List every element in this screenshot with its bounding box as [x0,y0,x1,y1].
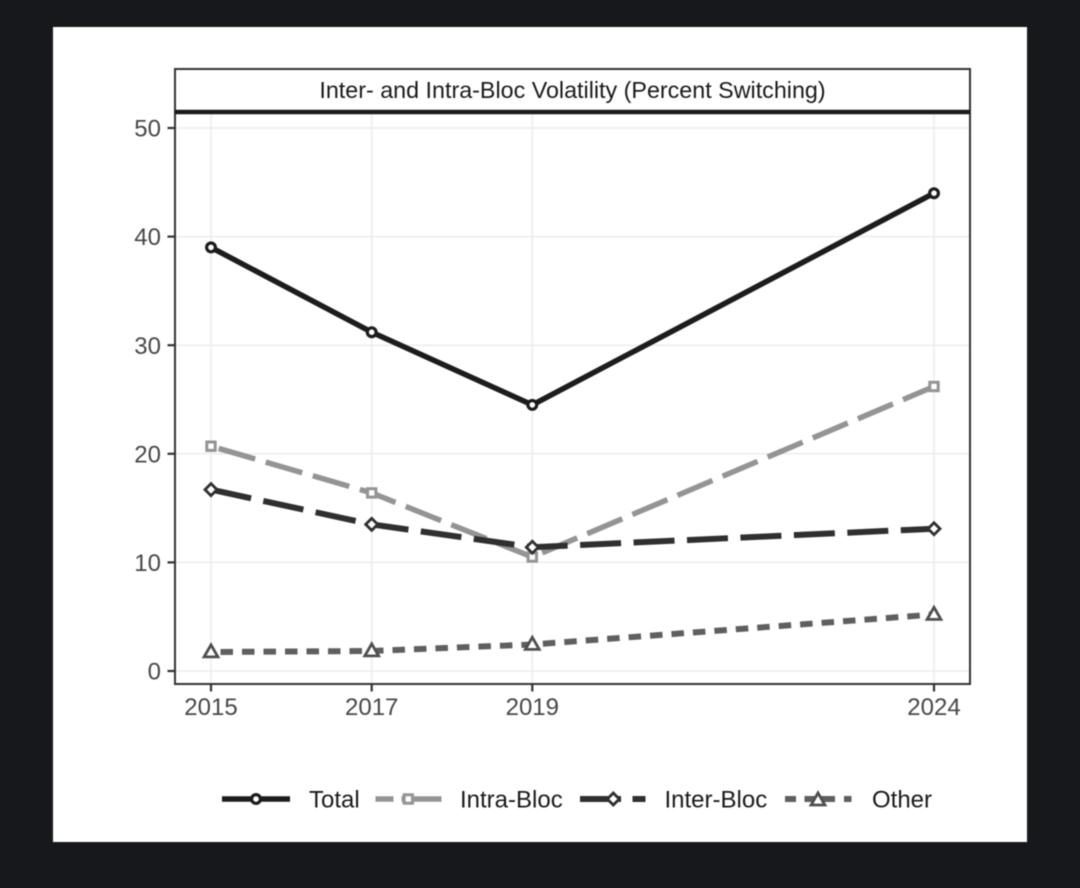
svg-text:Intra-Bloc: Intra-Bloc [460,787,563,814]
svg-text:20: 20 [134,441,161,468]
svg-text:0: 0 [148,659,161,686]
svg-text:Other: Other [872,787,932,814]
svg-text:2015: 2015 [184,694,237,721]
svg-text:2024: 2024 [907,694,960,721]
svg-text:2017: 2017 [345,694,398,721]
svg-text:10: 10 [134,550,161,577]
svg-text:40: 40 [134,224,161,251]
svg-text:Inter- and Intra-Bloc Volatili: Inter- and Intra-Bloc Volatility (Percen… [319,77,825,103]
svg-text:50: 50 [134,116,161,143]
svg-text:Inter-Bloc: Inter-Bloc [665,787,768,814]
svg-text:2019: 2019 [506,694,559,721]
svg-text:Total: Total [309,787,360,814]
svg-text:30: 30 [134,333,161,360]
